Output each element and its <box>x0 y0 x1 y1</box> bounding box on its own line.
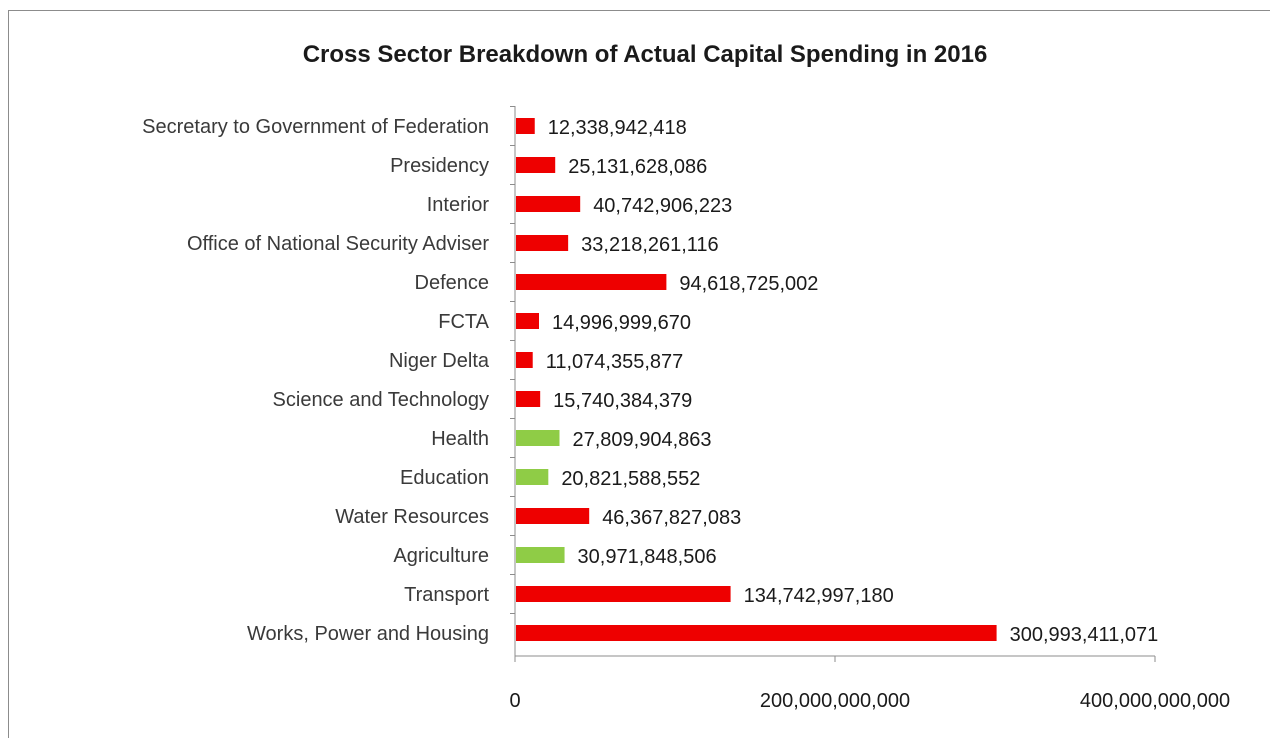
data-label: 94,618,725,002 <box>679 273 818 295</box>
data-label: 11,074,355,877 <box>546 351 684 373</box>
x-tick-label: 400,000,000,000 <box>1080 690 1230 712</box>
data-label: 300,993,411,071 <box>1010 624 1159 646</box>
chart-title: Cross Sector Breakdown of Actual Capital… <box>303 41 988 68</box>
x-tick-label: 0 <box>509 690 520 712</box>
category-label: FCTA <box>438 311 489 333</box>
category-label: Defence <box>415 272 490 294</box>
bar <box>516 352 533 368</box>
bar <box>516 313 539 329</box>
bar <box>516 508 590 524</box>
bar <box>516 157 556 173</box>
bars-layer: Secretary to Government of Federation 12,… <box>142 116 1158 646</box>
data-label: 30,971,848,506 <box>578 546 717 568</box>
chart-frame <box>8 10 1270 738</box>
x-axis: 0 200,000,000,000 400,000,000,000 <box>509 106 1230 712</box>
category-label: Secretary to Government of Federation <box>142 116 489 138</box>
bar <box>516 547 565 563</box>
category-label: Education <box>400 467 489 489</box>
bar <box>516 625 997 641</box>
category-label: Niger Delta <box>389 350 490 372</box>
data-label: 20,821,588,552 <box>561 468 700 490</box>
data-label: 40,742,906,223 <box>593 195 732 217</box>
category-label: Works, Power and Housing <box>247 623 489 645</box>
category-label: Transport <box>404 584 489 606</box>
bar <box>516 274 667 290</box>
bar <box>516 391 541 407</box>
data-label: 27,809,904,863 <box>572 429 711 451</box>
x-tick-label: 200,000,000,000 <box>760 690 910 712</box>
category-label: Health <box>431 428 489 450</box>
data-label: 25,131,628,086 <box>568 156 707 178</box>
category-label: Office of National Security Adviser <box>187 233 489 255</box>
data-label: 12,338,942,418 <box>548 117 687 139</box>
category-label: Water Resources <box>335 506 489 528</box>
category-label: Science and Technology <box>273 389 489 411</box>
bar <box>516 586 731 602</box>
category-label: Interior <box>427 194 490 216</box>
bar <box>516 235 569 251</box>
data-label: 15,740,384,379 <box>553 390 692 412</box>
category-label: Agriculture <box>393 545 489 567</box>
data-label: 134,742,997,180 <box>744 585 894 607</box>
data-label: 14,996,999,670 <box>552 312 691 334</box>
data-label: 33,218,261,116 <box>581 234 719 256</box>
bar <box>516 118 535 134</box>
category-label: Presidency <box>390 155 489 177</box>
bar <box>516 469 549 485</box>
data-label: 46,367,827,083 <box>602 507 741 529</box>
bar <box>516 196 581 212</box>
bar <box>516 430 560 446</box>
